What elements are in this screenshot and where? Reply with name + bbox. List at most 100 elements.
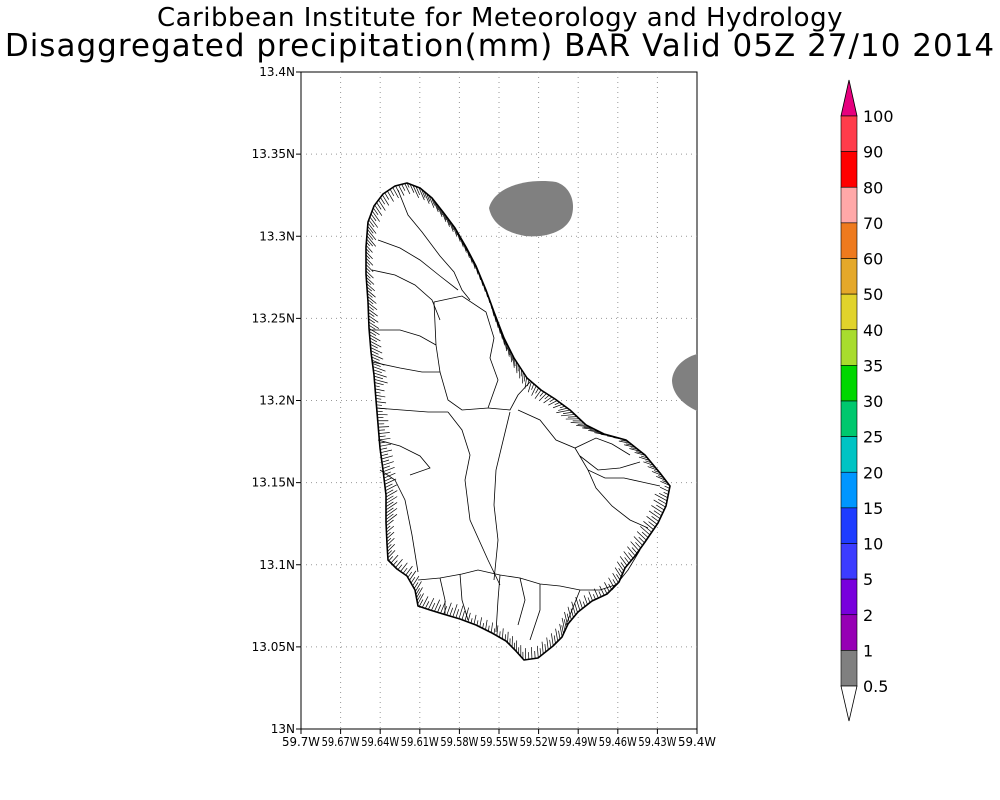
coast-gully xyxy=(387,544,395,552)
coast-gully xyxy=(500,329,503,339)
coast-gully xyxy=(379,441,387,444)
colorbar-label: 20 xyxy=(863,463,883,482)
coast-gully xyxy=(564,611,568,626)
coast-gully xyxy=(467,612,471,623)
coast-gully xyxy=(385,489,394,495)
lat-tick-label: 13.2N xyxy=(259,394,295,408)
lat-tick-label: 13.3N xyxy=(259,229,295,243)
coast-gully xyxy=(387,550,392,555)
coast-gully xyxy=(648,521,656,528)
coast-gully xyxy=(558,407,568,411)
coast-gully xyxy=(428,195,435,208)
coast-gully xyxy=(431,602,436,611)
coast-gully xyxy=(620,439,628,442)
coast-gully xyxy=(641,455,648,459)
coast-gully xyxy=(373,372,387,378)
coast-gully xyxy=(416,587,423,599)
coast-gully xyxy=(367,305,374,311)
lat-tick-label: 13.25N xyxy=(252,311,295,325)
coast-gully xyxy=(367,225,374,234)
coast-gully xyxy=(618,440,631,444)
coast-gully xyxy=(651,471,662,476)
coast-gully xyxy=(366,232,374,240)
coast-gully xyxy=(499,326,503,340)
lat-tick-label: 13.4N xyxy=(259,65,295,79)
coast-gully xyxy=(589,429,598,432)
coast-gully xyxy=(439,207,443,216)
coastline-gullies xyxy=(365,182,670,660)
coast-gully xyxy=(371,353,384,360)
colorbar-label: 5 xyxy=(863,570,873,589)
coast-gully xyxy=(536,645,539,658)
coast-gully xyxy=(583,426,593,429)
coast-gully xyxy=(365,277,375,285)
coast-gully xyxy=(370,213,377,222)
coast-gully xyxy=(388,556,394,561)
coast-gully xyxy=(553,635,556,644)
coast-gully xyxy=(372,363,381,367)
coast-gully xyxy=(402,567,408,574)
coast-gully xyxy=(368,308,378,317)
coast-gully xyxy=(656,504,665,511)
coast-gully xyxy=(381,455,393,460)
coast-gully xyxy=(604,582,610,592)
coast-gully xyxy=(559,405,565,409)
colorbar-swatch xyxy=(840,329,858,366)
colorbar-label: 90 xyxy=(863,143,883,162)
coast-gully xyxy=(385,501,394,507)
coast-gully xyxy=(376,401,387,404)
coast-gully xyxy=(524,377,527,389)
colorbar-label: 25 xyxy=(863,428,883,447)
coast-gully xyxy=(643,521,654,530)
coast-gully xyxy=(555,628,559,642)
coast-gully xyxy=(495,317,499,327)
coast-gully xyxy=(456,230,461,242)
coast-gully xyxy=(613,437,626,441)
coast-gully xyxy=(412,575,420,587)
coast-gully xyxy=(501,332,505,346)
coast-gully xyxy=(367,292,373,298)
coast-gully xyxy=(648,510,661,519)
lat-tick-label: 13N xyxy=(271,722,295,736)
coast-gully xyxy=(593,588,599,599)
coast-gully xyxy=(449,607,454,617)
coast-gully xyxy=(384,483,393,488)
coast-gully xyxy=(476,620,479,626)
coast-gully xyxy=(368,312,375,317)
coast-gully xyxy=(479,617,483,627)
coast-gully xyxy=(535,387,539,394)
coast-gully xyxy=(437,604,442,613)
coast-gully xyxy=(498,323,501,333)
coast-gully xyxy=(407,571,413,578)
coast-gully xyxy=(467,249,470,257)
coast-gully xyxy=(620,562,626,569)
colorbar-swatch xyxy=(840,293,858,331)
coast-gully xyxy=(386,537,395,546)
coast-gully xyxy=(462,241,467,253)
lat-tick-label: 13.05N xyxy=(252,640,295,654)
coast-gully xyxy=(418,599,424,607)
coast-gully xyxy=(385,507,394,514)
coast-gully xyxy=(418,187,425,201)
latitude-axis: 13.4N 13.35N 13.3N 13.25N 13.2N 13.15N 13.1N 13… xyxy=(252,65,301,736)
coast-gully xyxy=(656,476,666,481)
coast-gully xyxy=(369,337,378,343)
colorbar-label: 100 xyxy=(863,107,894,126)
coast-gully xyxy=(390,554,399,564)
coast-gully xyxy=(576,425,590,428)
lat-tick-label: 13.15N xyxy=(252,476,295,490)
coast-gully xyxy=(395,185,400,193)
coast-gully xyxy=(372,207,379,216)
lat-tick-label: 13.35N xyxy=(252,147,295,161)
coast-gully xyxy=(423,191,430,204)
coast-gully xyxy=(365,248,370,253)
lon-tick-label: 59.43W xyxy=(638,735,676,749)
coast-gully xyxy=(380,447,388,450)
coast-gully xyxy=(385,519,394,527)
coast-gully xyxy=(454,227,458,235)
colorbar-label: 35 xyxy=(863,356,883,375)
coast-gully xyxy=(375,388,385,392)
coast-gully xyxy=(428,597,435,610)
coast-gully xyxy=(367,302,378,311)
